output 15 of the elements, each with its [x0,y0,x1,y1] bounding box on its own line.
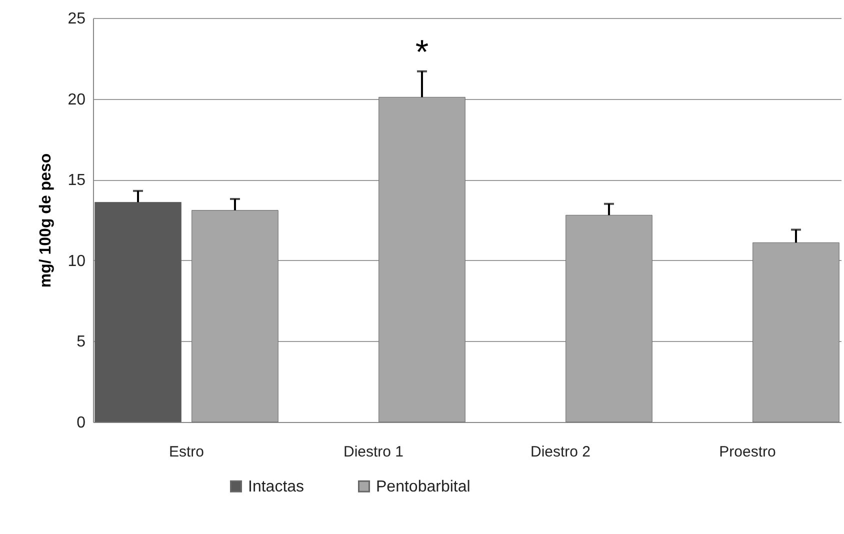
legend-label: Pentobarbital [376,478,470,496]
x-tick-label: Diestro 2 [530,444,591,460]
y-tick-label: 0 [76,414,86,432]
legend-label: Intactas [248,478,304,496]
y-tick-label: 10 [68,252,86,270]
y-tick-label: 25 [68,10,86,28]
x-tick-label: Diestro 1 [343,444,404,460]
bar [94,202,182,422]
x-tick-label: Estro [168,444,204,460]
y-tick-label: 20 [68,91,86,108]
annotation: * [415,33,429,72]
x-tick-label: Proestro [719,444,776,460]
y-axis-title: mg/ 100g de peso [38,153,55,288]
y-tick-label: 15 [68,172,86,190]
y-tick-label: 5 [76,334,86,351]
